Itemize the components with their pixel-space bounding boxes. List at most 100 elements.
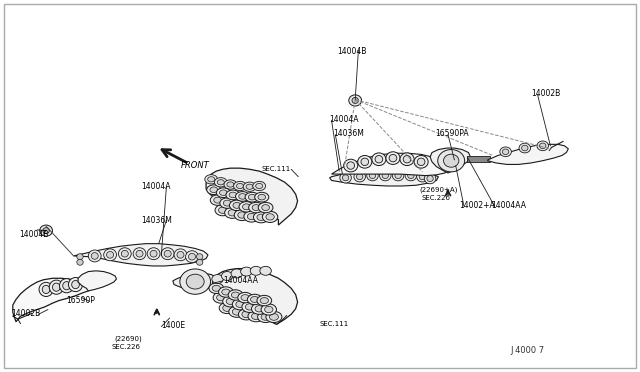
Ellipse shape [207, 177, 215, 182]
Ellipse shape [372, 153, 386, 166]
Ellipse shape [241, 295, 250, 301]
Ellipse shape [252, 205, 260, 211]
Text: 1400E: 1400E [161, 321, 186, 330]
Ellipse shape [133, 248, 146, 260]
Text: (22690): (22690) [114, 335, 141, 342]
Ellipse shape [255, 192, 269, 202]
Ellipse shape [260, 266, 271, 275]
Ellipse shape [228, 290, 243, 300]
Ellipse shape [342, 175, 349, 181]
Text: 14036M: 14036M [141, 216, 172, 225]
Ellipse shape [122, 250, 129, 257]
Ellipse shape [417, 158, 425, 166]
Ellipse shape [220, 198, 235, 208]
Ellipse shape [220, 190, 227, 195]
Ellipse shape [147, 248, 160, 260]
Text: 14002B: 14002B [12, 309, 41, 318]
Ellipse shape [265, 306, 273, 312]
Text: 14004A: 14004A [141, 182, 170, 191]
Text: 14004AA: 14004AA [223, 276, 258, 285]
Text: 14002B: 14002B [531, 89, 561, 98]
Ellipse shape [369, 173, 376, 179]
Ellipse shape [417, 171, 428, 182]
Ellipse shape [375, 155, 383, 163]
Ellipse shape [248, 194, 256, 200]
Text: 14002+A: 14002+A [460, 201, 495, 210]
Text: 16590P: 16590P [66, 296, 95, 305]
Ellipse shape [229, 192, 237, 198]
Ellipse shape [225, 207, 240, 218]
Ellipse shape [77, 254, 83, 260]
Ellipse shape [258, 194, 266, 200]
Ellipse shape [408, 173, 414, 179]
Ellipse shape [349, 95, 362, 106]
Ellipse shape [164, 250, 172, 257]
Text: 16590PA: 16590PA [435, 129, 469, 138]
Ellipse shape [49, 280, 63, 294]
Ellipse shape [502, 149, 509, 154]
Ellipse shape [224, 180, 237, 189]
Ellipse shape [248, 294, 262, 305]
Ellipse shape [186, 251, 198, 263]
Polygon shape [173, 273, 218, 290]
Ellipse shape [227, 182, 234, 187]
Polygon shape [206, 168, 298, 225]
Text: 14036M: 14036M [333, 129, 364, 138]
Ellipse shape [242, 311, 251, 318]
Ellipse shape [196, 259, 203, 265]
Ellipse shape [382, 173, 388, 179]
Ellipse shape [239, 193, 246, 199]
Bar [215, 278, 239, 285]
Ellipse shape [266, 214, 275, 220]
Ellipse shape [248, 213, 256, 219]
Ellipse shape [209, 283, 224, 294]
Text: J 4000 7: J 4000 7 [510, 346, 544, 355]
Ellipse shape [253, 212, 269, 223]
Text: 14004AA: 14004AA [492, 201, 527, 210]
Ellipse shape [257, 214, 266, 220]
Ellipse shape [232, 292, 239, 298]
Ellipse shape [243, 182, 256, 191]
Ellipse shape [243, 204, 250, 210]
Ellipse shape [72, 280, 79, 289]
Ellipse shape [39, 282, 53, 296]
Ellipse shape [400, 153, 414, 166]
Ellipse shape [43, 228, 49, 234]
Ellipse shape [234, 181, 246, 190]
Ellipse shape [253, 181, 266, 190]
Ellipse shape [60, 279, 74, 293]
Ellipse shape [232, 299, 248, 310]
Ellipse shape [261, 304, 276, 315]
Ellipse shape [213, 292, 228, 303]
Ellipse shape [91, 253, 99, 259]
Ellipse shape [367, 170, 378, 181]
Ellipse shape [262, 205, 269, 211]
Text: 14004B: 14004B [19, 230, 49, 239]
Ellipse shape [389, 154, 397, 162]
Ellipse shape [248, 311, 264, 322]
Polygon shape [212, 269, 298, 324]
Bar [467, 156, 490, 162]
Polygon shape [74, 244, 208, 266]
Ellipse shape [257, 311, 274, 323]
Ellipse shape [419, 174, 426, 180]
Polygon shape [332, 153, 449, 176]
Ellipse shape [260, 298, 269, 304]
Ellipse shape [218, 207, 227, 213]
Ellipse shape [215, 205, 230, 216]
Ellipse shape [216, 295, 225, 301]
Ellipse shape [230, 200, 244, 211]
Ellipse shape [244, 211, 259, 222]
Ellipse shape [241, 267, 252, 276]
Ellipse shape [236, 192, 250, 201]
Ellipse shape [221, 272, 233, 280]
Ellipse shape [234, 209, 250, 221]
Ellipse shape [40, 225, 52, 236]
Ellipse shape [212, 275, 223, 283]
Ellipse shape [238, 212, 246, 218]
Ellipse shape [88, 250, 101, 262]
Ellipse shape [219, 302, 236, 314]
Ellipse shape [42, 285, 50, 294]
Ellipse shape [210, 195, 225, 205]
Ellipse shape [150, 250, 157, 257]
